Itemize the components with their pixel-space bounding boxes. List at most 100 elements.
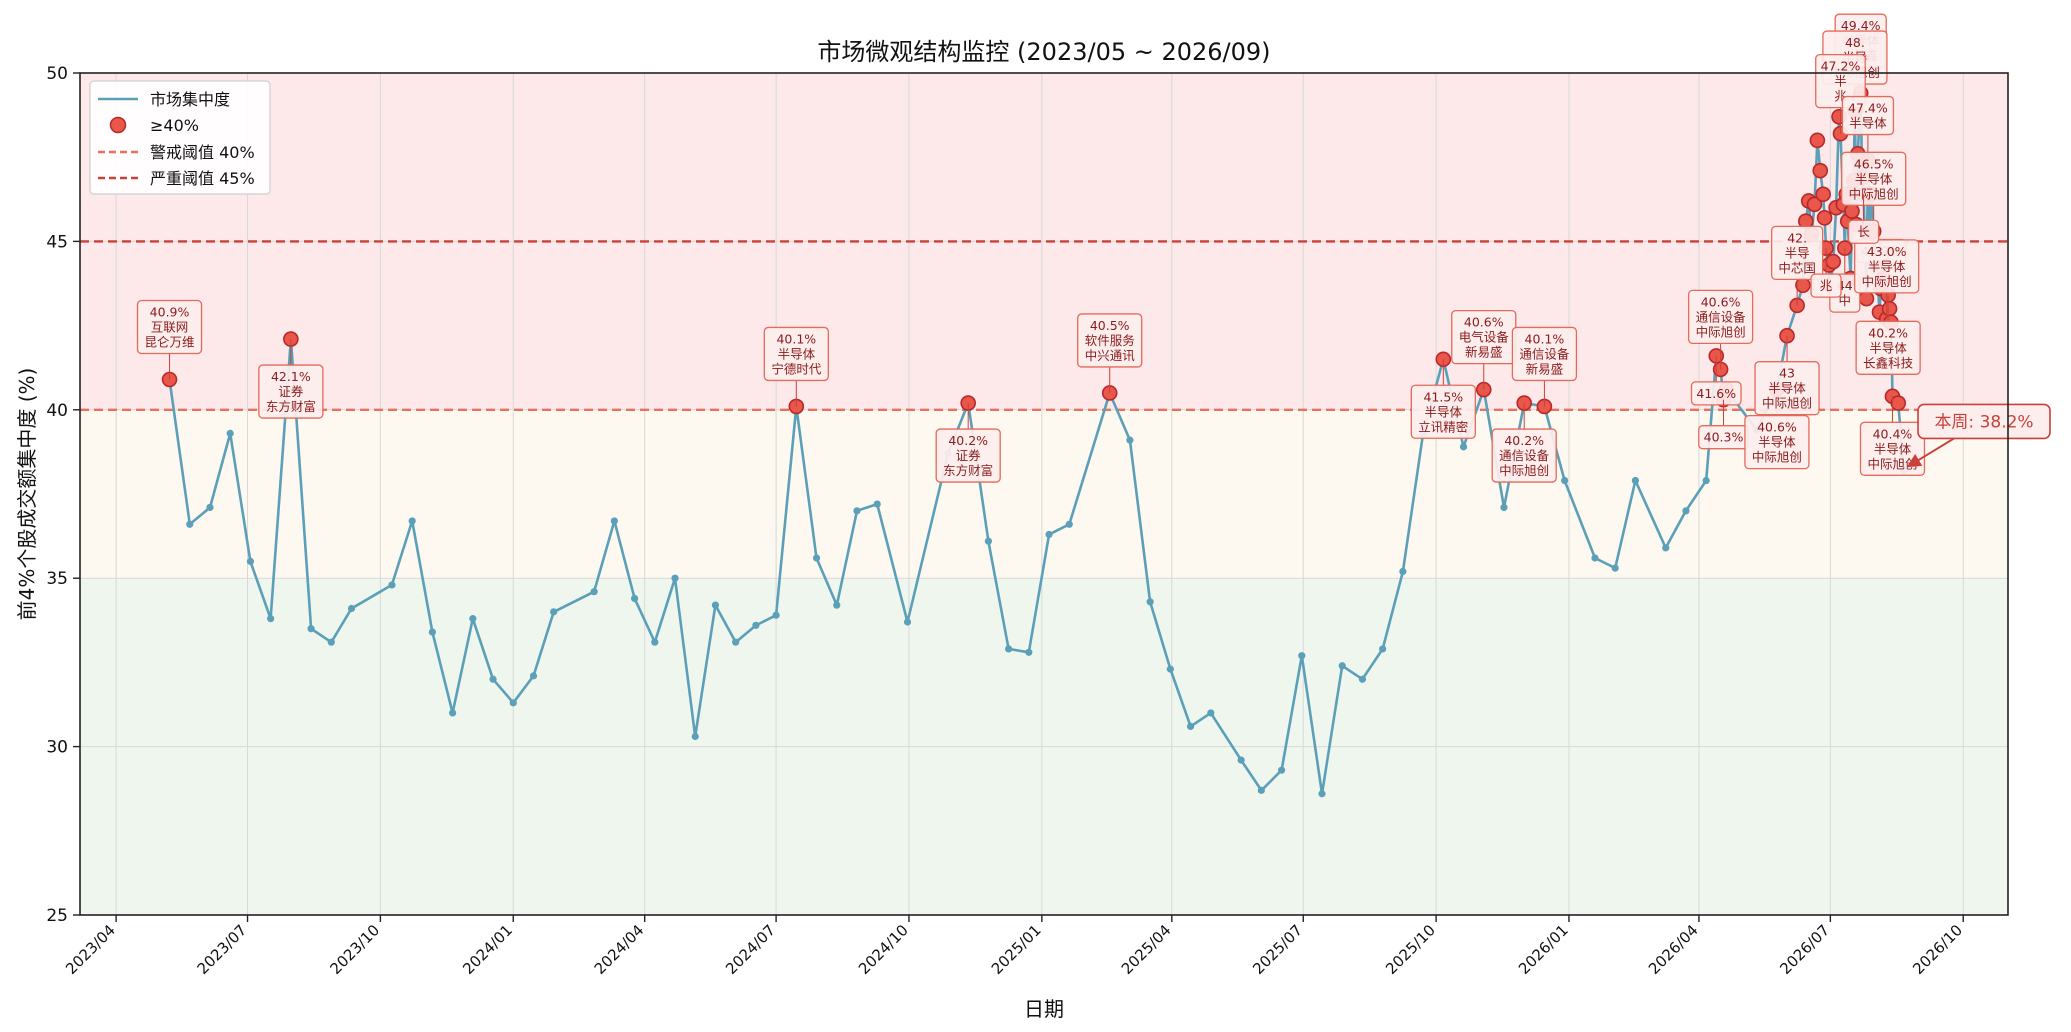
annotation-text: 中芯国 xyxy=(1778,260,1816,275)
annotation-text: 中际旭创 xyxy=(1696,324,1746,339)
annotation: 40.3% xyxy=(1698,399,1749,450)
alert-point xyxy=(1816,210,1833,226)
annotation-text: 半导体 xyxy=(1768,381,1806,396)
y-tick-label: 25 xyxy=(46,906,68,926)
data-point xyxy=(651,638,659,646)
y-axis-label: 前4%个股成交额集中度 (%) xyxy=(15,368,39,621)
annotation: 41.6% xyxy=(1690,355,1742,406)
annotation-text: 中际旭创 xyxy=(1849,186,1899,201)
annotation-text: 通信设备 xyxy=(1696,309,1747,324)
annotation-text: 42.1% xyxy=(271,369,311,384)
alert-point xyxy=(1806,196,1823,213)
alert-point xyxy=(1815,186,1831,203)
annotation-text: 40.3% xyxy=(1704,430,1744,445)
chart-title: 市场微观结构监控 (2023/05 ~ 2026/09) xyxy=(817,38,1270,66)
annotation: 兆 xyxy=(1810,248,1842,298)
data-point xyxy=(691,732,699,741)
data-point xyxy=(711,601,720,609)
y-tick-label: 45 xyxy=(46,232,68,252)
data-point xyxy=(449,709,457,717)
data-point xyxy=(853,507,861,515)
annotation-text: 40.2% xyxy=(1868,325,1908,340)
legend: 市场集中度 ≥40% 警戒阈值 40% 严重阈值 45% xyxy=(89,80,271,195)
current-arrow xyxy=(1906,437,1955,468)
annotation: 长 xyxy=(1847,194,1880,244)
annotation-text: 中际旭创 xyxy=(1862,274,1912,289)
annotation-box xyxy=(1770,225,1824,281)
annotation-box xyxy=(1810,273,1842,298)
annotation-text: 兆 xyxy=(1820,278,1833,293)
annotation-box xyxy=(1847,219,1880,244)
annotation-text: 半导体 xyxy=(1425,404,1463,419)
data-point xyxy=(1237,756,1245,764)
data-point xyxy=(1257,786,1265,794)
annotation-box xyxy=(1841,151,1907,206)
data-point xyxy=(408,517,416,525)
data-point xyxy=(1207,709,1215,717)
annotation-text: 立讯精密 xyxy=(1418,419,1468,434)
annotation-text: 中际旭创 xyxy=(1762,396,1812,411)
data-point xyxy=(1186,722,1195,730)
annotation-text: 电气设备 xyxy=(1459,330,1510,345)
annotation-text: 东方财富 xyxy=(943,463,993,478)
data-point xyxy=(590,588,598,596)
data-point xyxy=(267,615,275,623)
data-point xyxy=(1005,645,1013,653)
legend-item-alert: ≥40% xyxy=(150,116,199,135)
legend-item-series: 市场集中度 xyxy=(150,90,230,109)
data-point xyxy=(550,608,558,616)
data-point xyxy=(246,557,255,565)
data-point xyxy=(1277,766,1286,774)
data-point xyxy=(1166,665,1174,673)
annotation-text: 半导体 xyxy=(1874,441,1912,456)
data-point xyxy=(529,672,538,680)
legend-item-warning: 警戒阈值 40% xyxy=(150,143,255,162)
legend-item-severe: 严重阈值 45% xyxy=(150,169,255,188)
annotation: 47.4%半导体 xyxy=(1841,95,1895,161)
data-point xyxy=(1298,652,1306,660)
y-axis: 25 30 35 40 45 50 xyxy=(46,64,80,926)
alert-point xyxy=(1881,300,1898,317)
annotation-box xyxy=(1077,313,1143,368)
y-tick-label: 35 xyxy=(46,569,68,589)
annotation-text: 40.9% xyxy=(150,304,190,319)
data-point xyxy=(1459,443,1468,451)
annotation-text: 证券 xyxy=(278,384,304,399)
data-point xyxy=(307,625,315,633)
data-point xyxy=(1358,675,1367,683)
annotation-box xyxy=(1854,239,1920,294)
annotation-box xyxy=(763,326,829,382)
annotation-text: 40.6% xyxy=(1701,294,1741,309)
annotation-text: 40.1% xyxy=(1525,331,1565,346)
data-point xyxy=(752,621,760,629)
data-point xyxy=(903,618,912,626)
annotation-text: 41.5% xyxy=(1423,389,1463,404)
current-week-callout: 本周: 38.2% xyxy=(1906,403,2051,468)
annotation-text: 中际旭创 xyxy=(1752,450,1802,465)
y-tick-label: 30 xyxy=(46,738,68,758)
annotation-text: 通信设备 xyxy=(1499,448,1550,463)
data-point xyxy=(772,611,780,619)
annotation-box xyxy=(1841,95,1895,136)
data-point xyxy=(732,638,740,646)
annotation-text: 43 xyxy=(1779,366,1795,381)
annotation-text: 通信设备 xyxy=(1519,346,1570,361)
data-point xyxy=(206,503,214,512)
data-point xyxy=(984,537,992,545)
annotation-box xyxy=(136,299,203,355)
annotation-text: 昆仑万维 xyxy=(145,334,195,349)
data-point xyxy=(509,699,517,707)
annotation-box xyxy=(935,428,1001,483)
annotation-box xyxy=(1511,326,1578,382)
annotation-text: 41.6% xyxy=(1696,386,1736,401)
